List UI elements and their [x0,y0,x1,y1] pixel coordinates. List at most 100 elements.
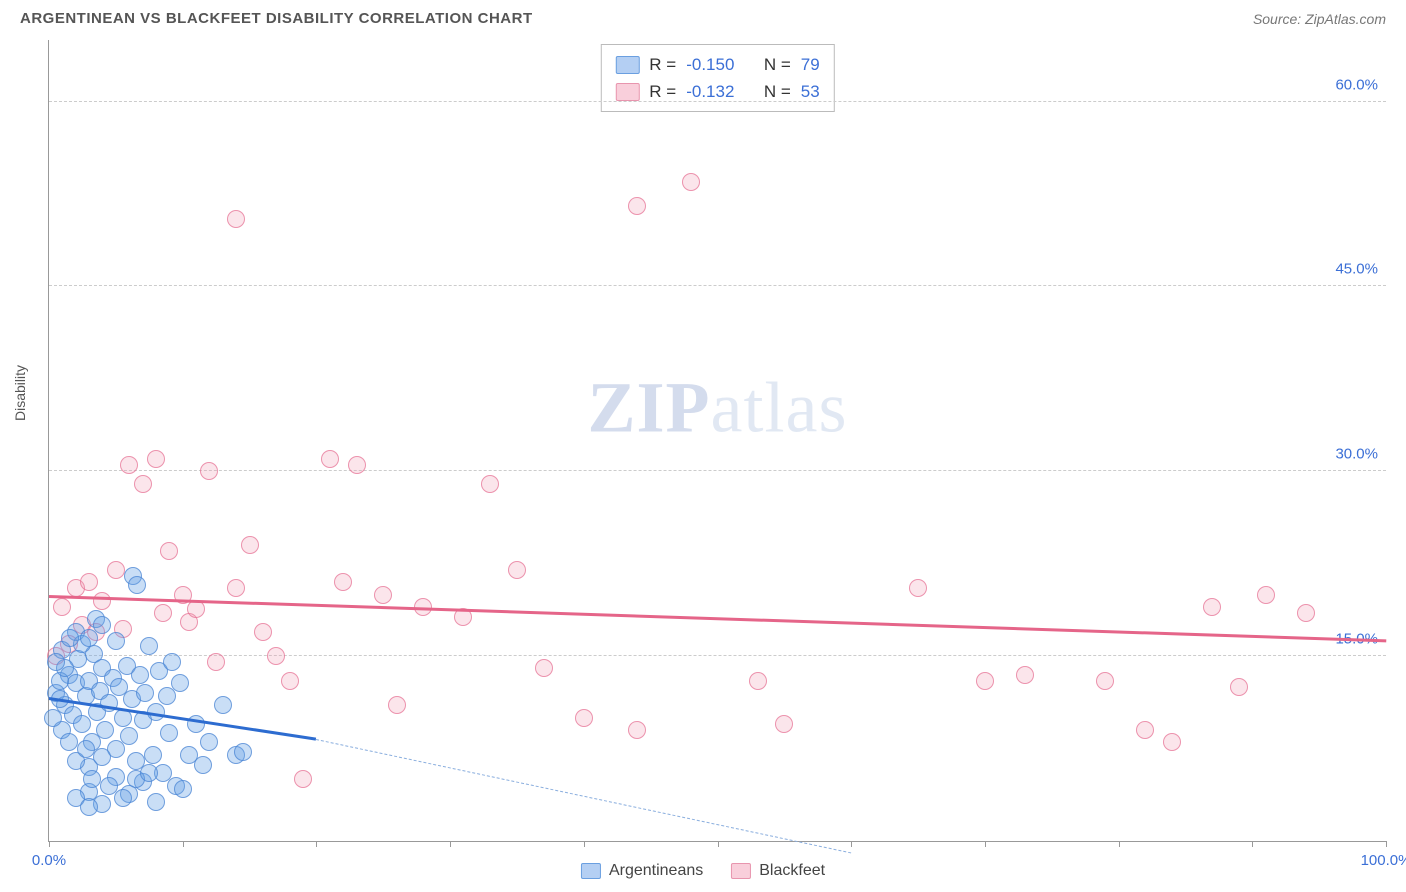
r-label: R = [649,51,676,78]
data-point [294,770,312,788]
swatch-a-icon [581,863,601,879]
data-point [388,696,406,714]
data-point [163,653,181,671]
y-tick-label: 45.0% [1335,261,1378,278]
data-point [187,600,205,618]
data-point [174,780,192,798]
data-point [80,573,98,591]
x-tick [718,841,719,847]
data-point [140,637,158,655]
data-point [120,456,138,474]
data-point [83,770,101,788]
data-point [535,659,553,677]
data-point [134,475,152,493]
data-point [107,632,125,650]
data-point [508,561,526,579]
data-point [53,598,71,616]
data-point [136,684,154,702]
legend-item-a: Argentineans [581,862,703,880]
x-tick [183,841,184,847]
data-point [160,724,178,742]
source-label: Source: [1253,11,1305,27]
y-axis-label: Disability [12,365,28,421]
data-point [575,709,593,727]
legend-series: Argentineans Blackfeet [581,862,825,880]
data-point [107,561,125,579]
x-tick [851,841,852,847]
data-point [96,721,114,739]
source-value: ZipAtlas.com [1305,11,1386,27]
trend-line [316,739,851,853]
gridline [49,470,1386,471]
trend-line [49,595,1386,642]
watermark-rest: atlas [711,368,848,448]
legend-stats: R = -0.150 N = 79 R = -0.132 N = 53 [600,44,834,112]
data-point [234,743,252,761]
data-point [214,696,232,714]
data-point [976,672,994,690]
data-point [909,579,927,597]
data-point [1230,678,1248,696]
data-point [120,727,138,745]
x-tick [985,841,986,847]
x-tick [584,841,585,847]
r-value-a: -0.150 [686,51,734,78]
data-point [227,210,245,228]
data-point [1297,604,1315,622]
source-attribution: Source: ZipAtlas.com [1253,11,1386,27]
data-point [1136,721,1154,739]
data-point [73,715,91,733]
data-point [144,746,162,764]
data-point [628,197,646,215]
n-label: N = [764,51,791,78]
data-point [1163,733,1181,751]
data-point [207,653,225,671]
data-point [47,653,65,671]
y-tick-label: 60.0% [1335,76,1378,93]
legend-stats-row-a: R = -0.150 N = 79 [615,51,819,78]
x-tick [316,841,317,847]
data-point [154,604,172,622]
data-point [227,579,245,597]
data-point [93,592,111,610]
data-point [1257,586,1275,604]
watermark: ZIPatlas [588,367,848,450]
n-value-a: 79 [801,51,820,78]
data-point [194,756,212,774]
data-point [1016,666,1034,684]
gridline [49,655,1386,656]
x-tick [49,841,50,847]
data-point [80,798,98,816]
swatch-a-icon [615,56,639,74]
data-point [200,462,218,480]
data-point [114,789,132,807]
data-point [77,740,95,758]
data-point [334,573,352,591]
data-point [628,721,646,739]
data-point [254,623,272,641]
x-tick [1119,841,1120,847]
legend-item-b: Blackfeet [731,862,825,880]
x-tick [1386,841,1387,847]
data-point [128,576,146,594]
data-point [267,647,285,665]
data-point [171,674,189,692]
data-point [775,715,793,733]
chart-header: ARGENTINEAN VS BLACKFEET DISABILITY CORR… [0,0,1406,33]
data-point [147,793,165,811]
data-point [374,586,392,604]
data-point [131,666,149,684]
x-tick [450,841,451,847]
data-point [61,629,79,647]
x-tick-label: 100.0% [1361,852,1406,869]
data-point [749,672,767,690]
data-point [140,764,158,782]
data-point [44,709,62,727]
swatch-b-icon [731,863,751,879]
legend-b-label: Blackfeet [759,862,825,879]
x-tick [1252,841,1253,847]
data-point [281,672,299,690]
data-point [60,733,78,751]
watermark-zip: ZIP [588,368,711,448]
chart-title: ARGENTINEAN VS BLACKFEET DISABILITY CORR… [20,10,533,27]
